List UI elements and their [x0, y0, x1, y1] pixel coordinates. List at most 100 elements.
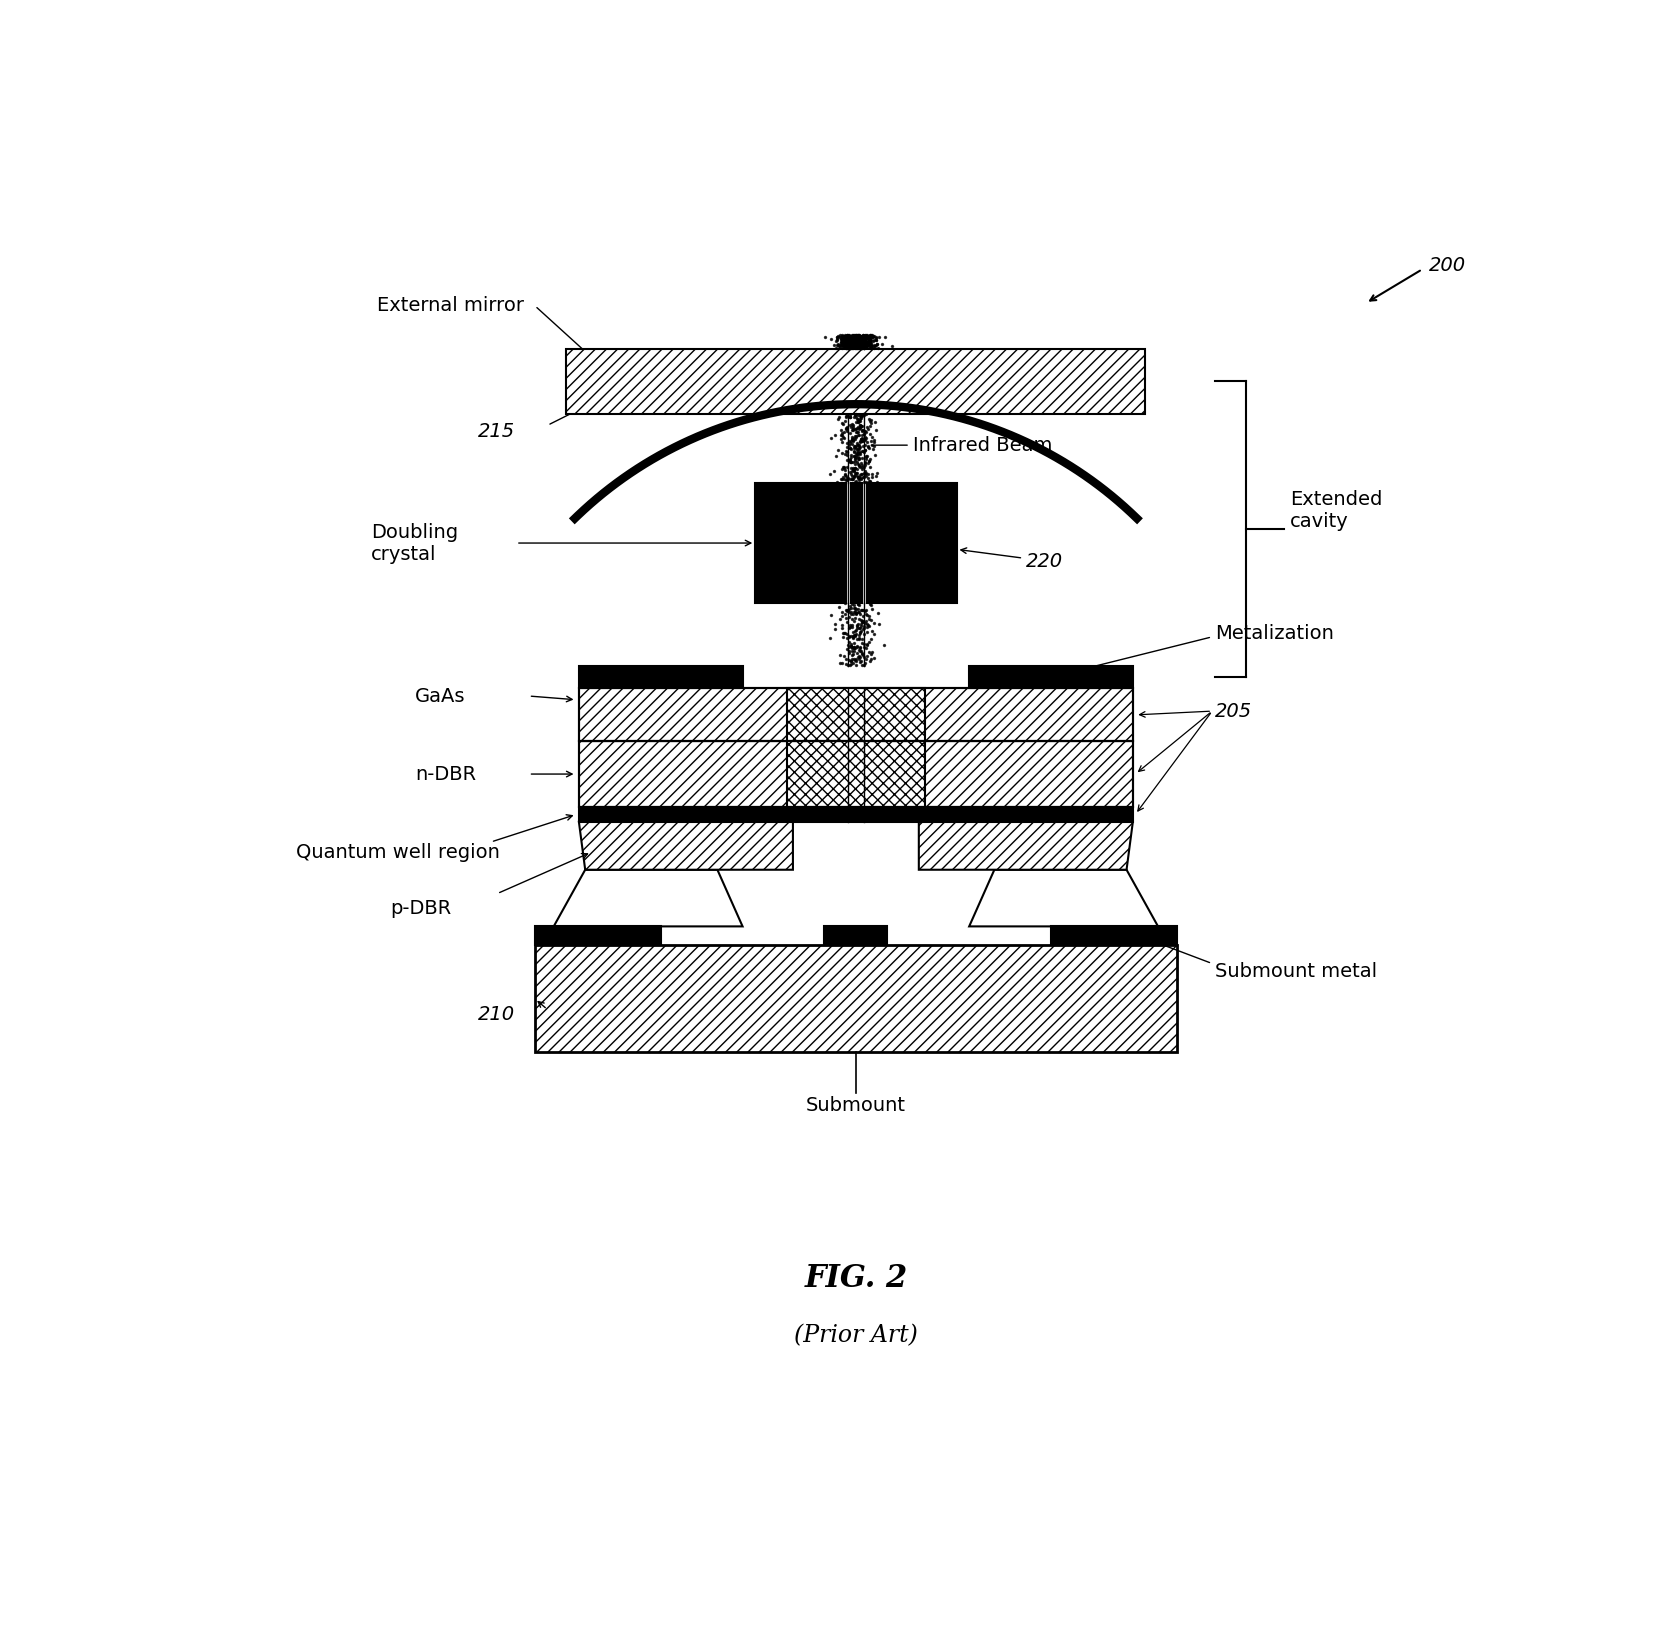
- Point: [827, 466, 853, 492]
- Point: [855, 448, 882, 474]
- Point: [835, 322, 862, 348]
- Point: [848, 322, 875, 348]
- Point: [840, 638, 867, 664]
- Point: [828, 325, 855, 352]
- Point: [852, 327, 878, 353]
- Point: [833, 329, 860, 355]
- Point: [822, 329, 848, 355]
- Point: [847, 649, 873, 675]
- Text: GaAs: GaAs: [416, 687, 466, 706]
- Point: [835, 325, 862, 352]
- Point: [847, 446, 873, 473]
- Point: [847, 334, 873, 360]
- Point: [847, 332, 873, 358]
- Point: [865, 335, 892, 361]
- Point: [837, 412, 863, 438]
- Point: [837, 404, 863, 430]
- Bar: [1050, 927, 1177, 945]
- Point: [843, 332, 870, 358]
- Point: [840, 322, 867, 348]
- Point: [837, 633, 863, 659]
- Point: [833, 325, 860, 352]
- Point: [863, 469, 890, 495]
- Point: [833, 324, 860, 350]
- Bar: [534, 945, 1177, 1053]
- Point: [852, 322, 878, 348]
- Point: [837, 322, 863, 348]
- Point: [842, 334, 868, 360]
- Point: [837, 461, 863, 487]
- Point: [847, 463, 873, 489]
- Point: [842, 600, 868, 626]
- Point: [855, 330, 882, 356]
- Point: [847, 325, 873, 352]
- Point: [827, 325, 853, 352]
- Point: [857, 322, 883, 348]
- Point: [835, 335, 862, 361]
- Bar: [969, 665, 1132, 688]
- Point: [853, 631, 880, 657]
- Point: [843, 615, 870, 641]
- Point: [833, 430, 860, 456]
- Point: [847, 404, 873, 430]
- Point: [845, 409, 872, 435]
- Point: [837, 466, 863, 492]
- Point: [843, 324, 870, 350]
- Point: [845, 332, 872, 358]
- Point: [850, 401, 877, 427]
- Point: [840, 623, 867, 649]
- Point: [845, 322, 872, 348]
- Text: 205: 205: [1214, 701, 1252, 721]
- Point: [847, 432, 873, 458]
- Point: [837, 325, 863, 352]
- Point: [842, 330, 868, 356]
- Point: [850, 420, 877, 446]
- Point: [835, 634, 862, 661]
- Point: [840, 433, 867, 459]
- Point: [835, 603, 862, 629]
- Point: [857, 330, 883, 356]
- Point: [857, 329, 883, 355]
- Point: [833, 415, 860, 441]
- Point: [843, 330, 870, 356]
- Point: [840, 455, 867, 481]
- Point: [837, 600, 863, 626]
- Point: [827, 325, 853, 352]
- Point: [825, 330, 852, 356]
- Point: [853, 334, 880, 360]
- Point: [847, 626, 873, 652]
- Point: [862, 433, 888, 459]
- Point: [842, 327, 868, 353]
- Point: [855, 324, 882, 350]
- Point: [842, 451, 868, 477]
- Point: [828, 603, 855, 629]
- Point: [828, 322, 855, 348]
- Point: [850, 327, 877, 353]
- Point: [840, 334, 867, 360]
- Point: [848, 325, 875, 352]
- Point: [845, 440, 872, 466]
- Point: [850, 332, 877, 358]
- Bar: [787, 741, 925, 806]
- Point: [825, 405, 852, 432]
- Point: [830, 332, 857, 358]
- Point: [843, 330, 870, 356]
- Point: [850, 329, 877, 355]
- Point: [848, 327, 875, 353]
- Point: [830, 329, 857, 355]
- Point: [838, 325, 865, 352]
- Point: [848, 332, 875, 358]
- Point: [840, 458, 867, 484]
- Point: [845, 610, 872, 636]
- Point: [848, 327, 875, 353]
- Point: [838, 330, 865, 356]
- Point: [837, 324, 863, 350]
- Point: [843, 334, 870, 360]
- Point: [830, 620, 857, 646]
- Point: [838, 334, 865, 360]
- Point: [835, 595, 862, 621]
- Point: [852, 334, 878, 360]
- Point: [868, 330, 895, 356]
- Point: [840, 428, 867, 455]
- Point: [845, 329, 872, 355]
